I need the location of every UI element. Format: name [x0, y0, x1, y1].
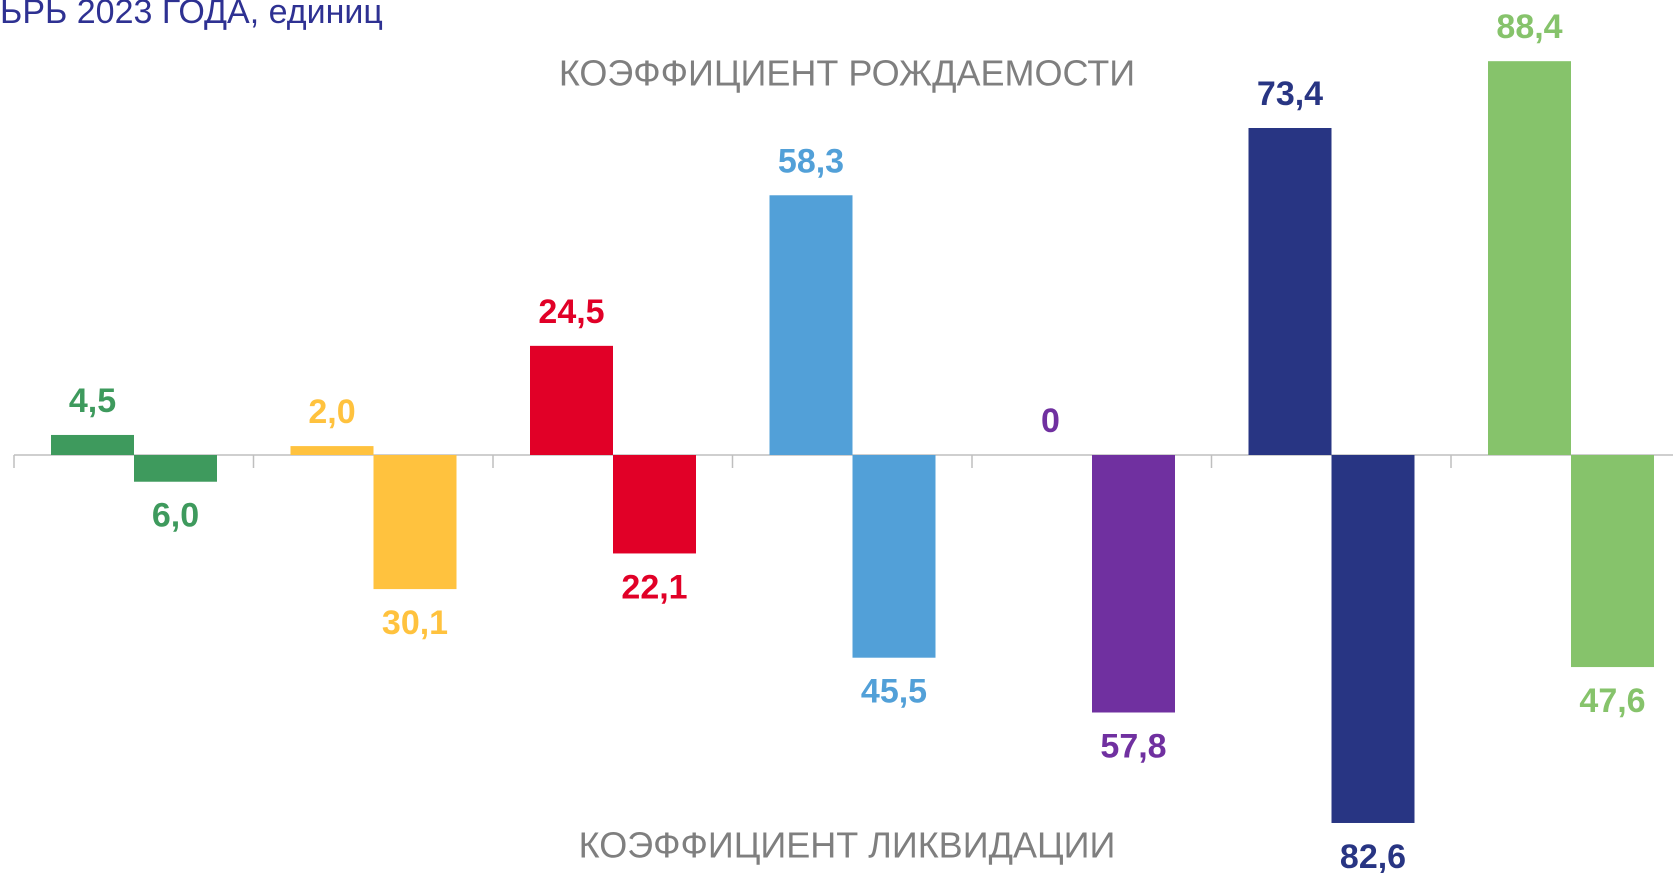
- bar: [51, 434, 134, 455]
- bar: [613, 455, 696, 554]
- bar: [530, 345, 613, 455]
- data-label: 57,8: [1100, 727, 1166, 765]
- bar: [373, 455, 457, 590]
- data-label: 45,5: [861, 673, 927, 711]
- data-label: 24,5: [538, 293, 604, 331]
- data-label: 82,6: [1340, 838, 1406, 873]
- bar: [1571, 455, 1654, 668]
- data-label: 0: [1041, 402, 1060, 440]
- data-label: 4,5: [69, 382, 116, 420]
- bar: [1092, 455, 1175, 713]
- bar: [290, 446, 374, 455]
- data-label: 47,6: [1579, 682, 1645, 720]
- bar: [1331, 455, 1415, 823]
- series-name: КОЭФФИЦИЕНТ ЛИКВИДАЦИИ: [579, 825, 1116, 866]
- bar: [1488, 61, 1571, 455]
- data-label: 30,1: [382, 604, 448, 642]
- data-label: 73,4: [1257, 75, 1323, 113]
- bar: [769, 195, 853, 455]
- data-label: 88,4: [1496, 8, 1562, 46]
- chart-title: ЬРЬ 2023 ГОДА, единиц: [0, 0, 383, 31]
- bar: [1248, 128, 1332, 456]
- data-label: 2,0: [308, 393, 355, 431]
- data-label: 58,3: [778, 142, 844, 180]
- bar: [134, 455, 217, 482]
- data-label: 22,1: [621, 568, 687, 606]
- series-name: КОЭФФИЦИЕНТ РОЖДАЕМОСТИ: [559, 53, 1135, 94]
- data-label: 6,0: [152, 497, 199, 535]
- bar: [852, 455, 936, 658]
